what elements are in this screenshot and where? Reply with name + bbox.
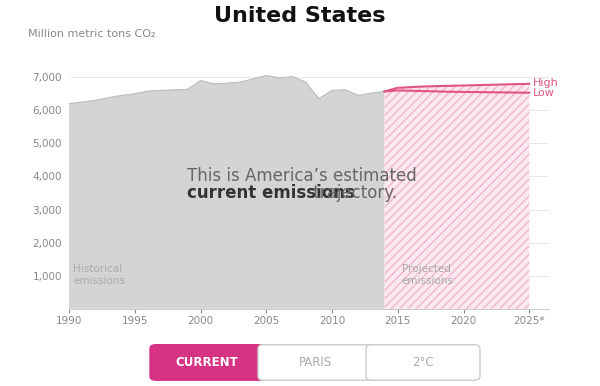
Text: High: High bbox=[533, 78, 559, 88]
Text: Low: Low bbox=[533, 88, 555, 98]
Text: 2°C: 2°C bbox=[412, 356, 434, 369]
Text: Million metric tons CO₂: Million metric tons CO₂ bbox=[28, 29, 156, 39]
Text: This is America’s estimated: This is America’s estimated bbox=[187, 168, 417, 185]
Text: CURRENT: CURRENT bbox=[176, 356, 238, 369]
Text: current emissions: current emissions bbox=[187, 184, 355, 202]
Text: United States: United States bbox=[214, 6, 386, 26]
Text: Historical
emissions: Historical emissions bbox=[73, 264, 125, 286]
Text: trajectory.: trajectory. bbox=[308, 184, 397, 202]
Text: PARIS: PARIS bbox=[298, 356, 332, 369]
Text: Projected
emissions: Projected emissions bbox=[402, 264, 454, 286]
